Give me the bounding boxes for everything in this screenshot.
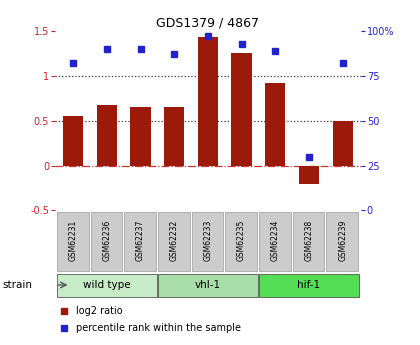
Bar bbox=[91, 212, 122, 271]
Text: GSM62237: GSM62237 bbox=[136, 219, 145, 261]
Bar bbox=[124, 212, 156, 271]
Text: percentile rank within the sample: percentile rank within the sample bbox=[76, 323, 241, 333]
Bar bbox=[226, 212, 257, 271]
Title: GDS1379 / 4867: GDS1379 / 4867 bbox=[156, 17, 260, 30]
Bar bbox=[198, 37, 218, 166]
Text: GSM62234: GSM62234 bbox=[271, 219, 280, 261]
Bar bbox=[299, 166, 319, 184]
Text: hif-1: hif-1 bbox=[297, 280, 320, 290]
Text: vhl-1: vhl-1 bbox=[195, 280, 221, 290]
Bar bbox=[293, 212, 325, 271]
Text: GSM62236: GSM62236 bbox=[102, 219, 111, 261]
Bar bbox=[57, 274, 157, 297]
Bar bbox=[326, 212, 358, 271]
Text: GSM62231: GSM62231 bbox=[68, 220, 78, 261]
Bar bbox=[265, 83, 286, 166]
Bar bbox=[164, 107, 184, 166]
Text: GSM62232: GSM62232 bbox=[170, 220, 178, 261]
Text: GSM62233: GSM62233 bbox=[203, 219, 213, 261]
Bar bbox=[63, 116, 83, 166]
Bar bbox=[97, 105, 117, 166]
Text: strain: strain bbox=[2, 280, 32, 290]
Bar bbox=[130, 107, 151, 166]
Bar bbox=[158, 212, 190, 271]
Text: wild type: wild type bbox=[83, 280, 131, 290]
Bar bbox=[57, 212, 89, 271]
Text: GSM62235: GSM62235 bbox=[237, 219, 246, 261]
Bar bbox=[333, 121, 353, 166]
Bar bbox=[259, 212, 291, 271]
Text: GSM62238: GSM62238 bbox=[304, 220, 313, 261]
Bar bbox=[231, 53, 252, 166]
Bar bbox=[158, 274, 258, 297]
Bar bbox=[259, 274, 359, 297]
Text: GSM62239: GSM62239 bbox=[338, 219, 347, 261]
Text: log2 ratio: log2 ratio bbox=[76, 306, 123, 315]
Bar bbox=[192, 212, 223, 271]
